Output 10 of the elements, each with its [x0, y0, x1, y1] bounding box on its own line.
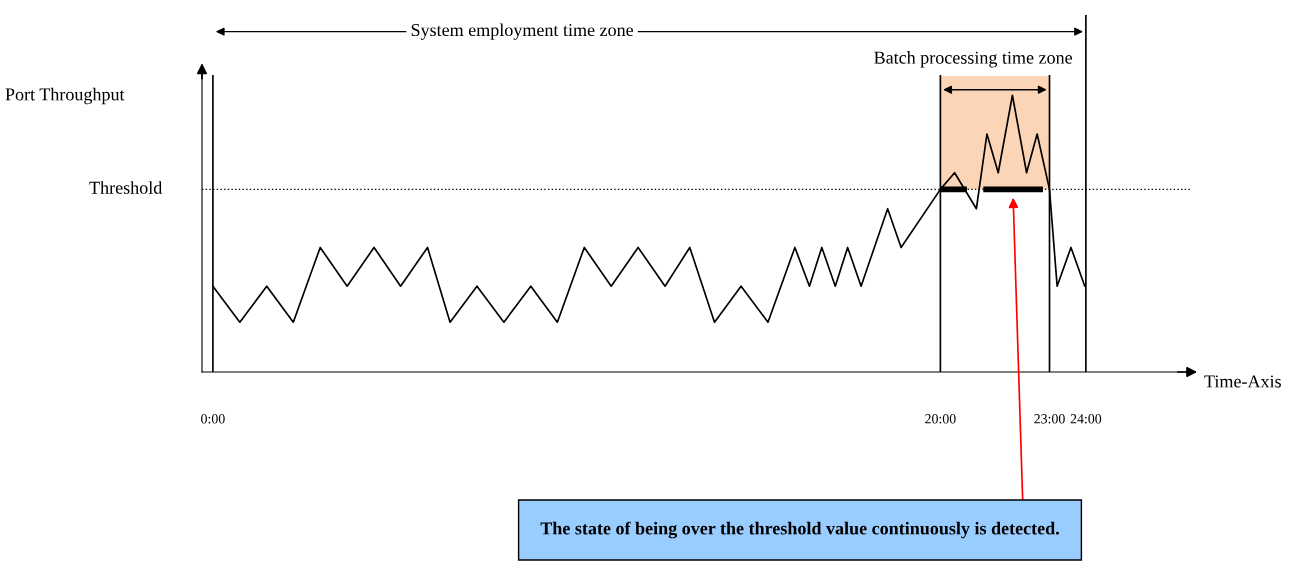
- x-tick-label: 24:00: [1070, 414, 1102, 424]
- text: System employment time zone: [411, 23, 634, 40]
- ref-line-label: Threshold: [89, 181, 163, 194]
- text: The state of being over the threshold value continuously is detected.: [540, 521, 1059, 539]
- x-tick-label: 0:00: [201, 414, 225, 424]
- y-axis-title: Port Throughput: [5, 87, 125, 105]
- x-tick-label: 23:00: [1034, 414, 1065, 424]
- x-axis-title: Time-Axis: [1204, 375, 1281, 388]
- x-tick-label: 20:00: [925, 414, 956, 424]
- text: Batch processing time zone: [874, 51, 1073, 68]
